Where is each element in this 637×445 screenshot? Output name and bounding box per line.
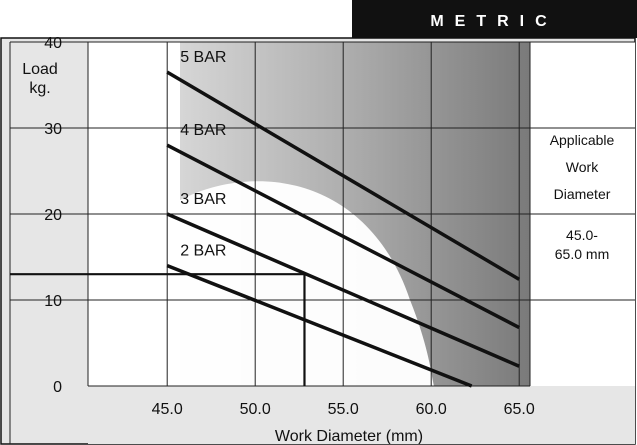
side-note-range-2: 65.0 mm	[555, 246, 609, 262]
series-line-3	[166, 263, 473, 388]
y-axis-title-line-1: Load	[22, 61, 58, 78]
example-layer	[10, 273, 306, 386]
grid	[9, 41, 635, 444]
y-tick-label-4: 40	[44, 35, 62, 52]
series-layer: 5 BAR 4 BAR 3 BAR 2 BAR	[166, 49, 521, 388]
side-note-line-1: Applicable	[550, 132, 615, 148]
series-label-1: 4 BAR	[180, 122, 226, 139]
series-line-1	[166, 143, 521, 330]
side-note-range-1: 45.0-	[566, 227, 598, 243]
y-tick-label-1: 10	[44, 293, 62, 310]
metric-badge	[352, 0, 637, 38]
metric-badge-text: METRIC	[430, 13, 557, 30]
tick-layer: 0 10 20 30 40 45.0 50.0 55.0 60.0 65.0	[44, 35, 535, 418]
x-tick-label-0: 45.0	[152, 401, 183, 418]
series-line-0	[166, 70, 521, 281]
x-tick-label-4: 65.0	[504, 401, 535, 418]
series-line-2	[166, 212, 520, 368]
swoosh-highlight	[180, 181, 434, 386]
y-tick-label-2: 20	[44, 207, 62, 224]
x-axis-title: Work Diameter (mm)	[275, 428, 423, 445]
side-note-line-2: Work	[566, 159, 599, 175]
series-label-3: 2 BAR	[180, 243, 226, 260]
series-label-0: 5 BAR	[180, 49, 226, 66]
x-tick-label-1: 50.0	[240, 401, 271, 418]
x-axis-strip	[88, 386, 635, 444]
y-tick-label-3: 30	[44, 121, 62, 138]
side-note-line-3: Diameter	[554, 186, 611, 202]
y-axis-title-line-2: kg.	[29, 80, 50, 97]
series-label-2: 3 BAR	[180, 191, 226, 208]
y-tick-label-0: 0	[53, 379, 62, 396]
x-tick-label-3: 60.0	[416, 401, 447, 418]
x-tick-label-2: 55.0	[328, 401, 359, 418]
